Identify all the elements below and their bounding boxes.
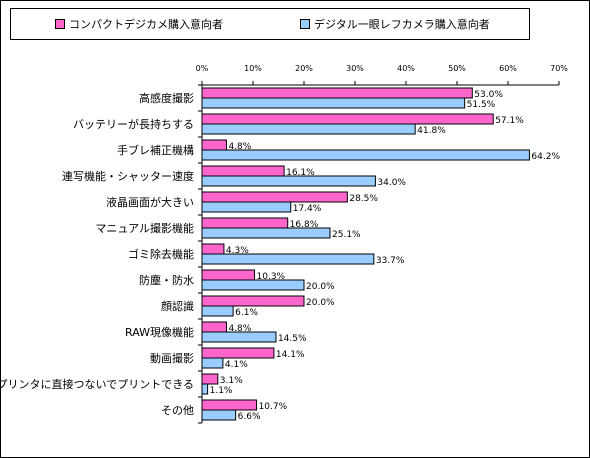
category-label: 顔認識 xyxy=(161,299,194,313)
bar-dslr xyxy=(201,123,416,135)
data-label: 4.3% xyxy=(226,246,249,256)
data-label: 25.1% xyxy=(332,230,361,240)
bar-dslr xyxy=(201,331,277,343)
category-label: その他 xyxy=(161,404,194,417)
bar-compact xyxy=(201,243,225,255)
category-label: 手ブレ補正機構 xyxy=(117,143,194,157)
data-label: 51.5% xyxy=(467,100,496,110)
legend-label-compact: コンパクトデジカメ購入意向者 xyxy=(69,18,223,31)
data-label: 16.8% xyxy=(290,220,319,230)
x-tick-label: 10% xyxy=(244,64,262,73)
bar-dslr xyxy=(201,357,224,369)
x-tick-label: 50% xyxy=(448,64,466,73)
legend-swatch-compact xyxy=(55,19,65,29)
bar-dslr xyxy=(201,175,376,187)
data-label: 4.8% xyxy=(228,142,251,152)
data-label: 33.7% xyxy=(376,256,405,266)
category-label: マニュアル撮影機能 xyxy=(95,221,194,235)
bar-compact xyxy=(201,399,258,411)
data-label: 4.8% xyxy=(228,324,251,334)
legend-item-dslr: デジタル一眼レフカメラ購入意向者 xyxy=(300,17,490,31)
category-label: 防塵・防水 xyxy=(139,273,194,287)
bar-compact xyxy=(201,113,494,125)
bar-compact xyxy=(201,269,256,281)
data-label: 53.0% xyxy=(474,90,503,100)
x-tick-label: 70% xyxy=(550,64,568,73)
bar-compact xyxy=(201,87,473,99)
bar-dslr xyxy=(201,201,292,213)
bar-compact xyxy=(201,347,275,359)
category-label: バッテリーが長持ちする xyxy=(73,117,194,131)
bar-dslr xyxy=(201,253,375,265)
category-label: 液晶画面が大きい xyxy=(106,195,194,209)
data-label: 20.0% xyxy=(306,298,335,308)
data-label: 10.7% xyxy=(259,402,288,412)
data-label: 3.1% xyxy=(220,376,243,386)
data-label: 6.1% xyxy=(235,308,258,318)
data-label: 20.0% xyxy=(306,282,335,292)
bar-dslr xyxy=(201,279,305,291)
data-label: 6.6% xyxy=(238,412,261,422)
bar-compact xyxy=(201,321,227,333)
bar-compact xyxy=(201,373,219,385)
bar-compact xyxy=(201,139,227,151)
bar-dslr xyxy=(201,383,209,395)
category-label: RAW現像機能 xyxy=(125,325,194,339)
bar-dslr xyxy=(201,97,466,109)
bar-compact xyxy=(201,295,305,307)
data-label: 4.1% xyxy=(225,360,248,370)
x-tick-label: 20% xyxy=(295,64,313,73)
data-label: 16.1% xyxy=(286,168,315,178)
data-label: 10.3% xyxy=(257,272,286,282)
data-label: 14.5% xyxy=(278,334,307,344)
legend-item-compact: コンパクトデジカメ購入意向者 xyxy=(55,17,223,31)
category-label: 動画撮影 xyxy=(150,351,194,365)
x-tick-label: 0% xyxy=(196,64,209,73)
data-label: 14.1% xyxy=(276,350,305,360)
category-label: ゴミ除去機能 xyxy=(128,247,194,261)
bar-compact xyxy=(201,165,285,177)
bar-dslr xyxy=(201,227,331,239)
data-label: 1.1% xyxy=(210,386,233,396)
bar-dslr xyxy=(201,409,237,421)
bar-dslr xyxy=(201,305,234,317)
legend-label-dslr: デジタル一眼レフカメラ購入意向者 xyxy=(314,18,490,31)
legend-swatch-dslr xyxy=(300,19,310,29)
category-label: 高感度撮影 xyxy=(139,91,194,105)
bar-dslr xyxy=(201,149,530,161)
data-label: 64.2% xyxy=(531,152,560,162)
bar-compact xyxy=(201,217,289,229)
category-label: 連写機能・シャッター速度 xyxy=(62,169,194,183)
data-label: 41.8% xyxy=(417,126,446,136)
data-label: 34.0% xyxy=(377,178,406,188)
x-tick-label: 30% xyxy=(346,64,364,73)
data-label: 17.4% xyxy=(293,204,322,214)
bar-compact xyxy=(201,191,348,203)
x-tick-label: 40% xyxy=(397,64,415,73)
data-label: 57.1% xyxy=(495,116,524,126)
legend: コンパクトデジカメ購入意向者 デジタル一眼レフカメラ購入意向者 xyxy=(10,8,530,40)
data-label: 28.5% xyxy=(349,194,378,204)
x-tick-label: 60% xyxy=(499,64,517,73)
category-label: プリンタに直接つないでプリントできる xyxy=(0,377,194,391)
